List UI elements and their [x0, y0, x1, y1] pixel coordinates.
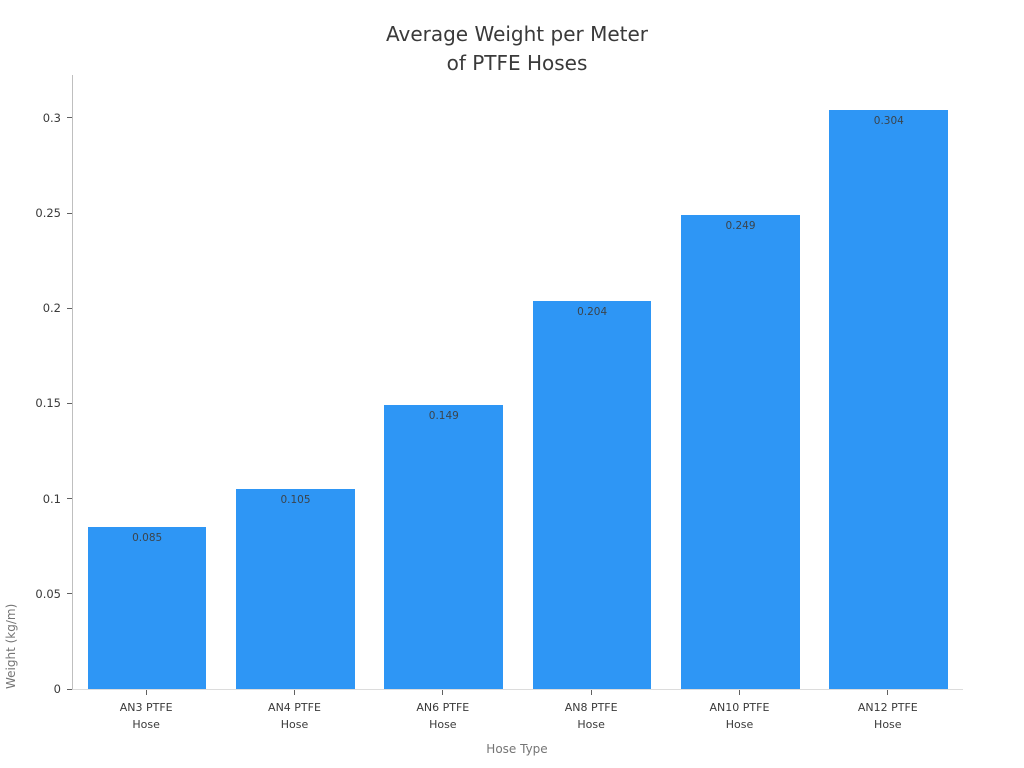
x-tick-mark: [887, 690, 889, 695]
x-tick-labels: AN3 PTFE Hose AN4 PTFE Hose AN6 PTFE Hose AN8 …: [72, 699, 962, 733]
x-tick-mark: [442, 690, 444, 695]
bar-an3-ptfe-hose: 0.085: [87, 527, 207, 689]
bar-value-label: 0.105: [280, 494, 311, 507]
bar-an12-ptfe-hose: 0.304: [829, 110, 949, 689]
chart-title-line1: Average Weight per Meter: [385, 22, 649, 46]
y-axis: 0 0.05 0.1 0.15 0.2 0.25 0.3: [0, 75, 72, 696]
bar-value-label: 0.304: [873, 115, 904, 128]
x-tick-label: AN8 PTFE Hose: [564, 701, 618, 731]
bar-slot: 0.204: [518, 75, 666, 689]
plot-area: 0.085 0.105 0.149 0.204 0.249 0.304: [72, 75, 963, 690]
bar-an8-ptfe-hose: 0.204: [532, 300, 652, 689]
bar-slot: 0.105: [221, 75, 369, 689]
x-tick-label: AN3 PTFE Hose: [119, 701, 173, 731]
y-tick-mark: [67, 498, 72, 500]
chart-title-line2: of PTFE Hoses: [446, 51, 588, 75]
bar-value-label: 0.085: [132, 532, 163, 545]
y-tick-mark: [67, 117, 72, 119]
x-axis-title: Hose Type: [486, 742, 548, 756]
chart-title: Average Weight per Meter of PTFE Hoses: [72, 20, 962, 78]
y-tick-label: 0.15: [35, 396, 61, 411]
y-tick-mark: [67, 212, 72, 214]
x-tick-label: AN4 PTFE Hose: [268, 701, 321, 731]
y-tick-label: 0.2: [42, 301, 61, 316]
x-tick-label: AN12 PTFE Hose: [857, 701, 918, 731]
bar-series: 0.085 0.105 0.149 0.204 0.249 0.304: [73, 75, 963, 689]
bar-an6-ptfe-hose: 0.149: [384, 405, 504, 689]
y-tick-mark: [67, 307, 72, 309]
y-tick-label: 0.05: [35, 586, 61, 601]
bar-an10-ptfe-hose: 0.249: [681, 214, 800, 689]
bar-slot: 0.085: [73, 75, 221, 689]
bar-an4-ptfe-hose: 0.105: [236, 489, 355, 689]
y-tick-label: 0.25: [35, 206, 61, 221]
y-tick-mark: [67, 402, 72, 404]
x-tick-mark: [145, 690, 147, 695]
x-tick-label: AN10 PTFE Hose: [709, 701, 770, 731]
y-tick-label: 0.3: [42, 110, 61, 125]
y-tick-mark: [67, 688, 72, 690]
bar-slot: 0.304: [815, 75, 963, 689]
y-tick-label: 0: [53, 682, 61, 696]
bar-value-label: 0.149: [428, 410, 459, 423]
bar-slot: 0.149: [370, 75, 518, 689]
bar-slot: 0.249: [666, 75, 814, 689]
y-tick-mark: [67, 593, 72, 595]
bar-value-label: 0.249: [725, 219, 756, 232]
y-tick-label: 0.1: [42, 491, 61, 506]
x-tick-mark: [590, 690, 592, 695]
x-tick-label: AN6 PTFE Hose: [416, 701, 470, 731]
x-tick-mark: [739, 690, 740, 695]
bar-value-label: 0.204: [577, 305, 608, 318]
x-tick-mark: [294, 690, 295, 695]
